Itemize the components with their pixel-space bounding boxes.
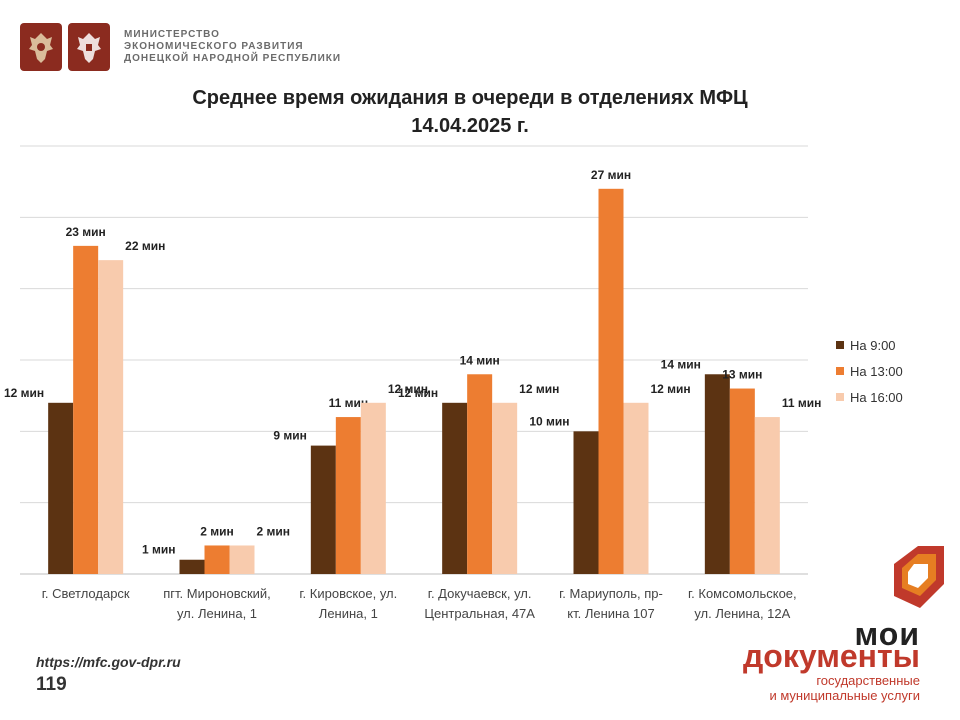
bar — [623, 402, 649, 574]
bar — [754, 417, 780, 574]
data-label: 10 мин — [529, 414, 569, 428]
data-label: 2 мин — [257, 524, 291, 538]
category-label: г. Кировское, ул. — [299, 586, 397, 601]
legend-item: На 16:00 — [836, 384, 903, 410]
bar — [98, 260, 124, 574]
bar — [310, 445, 336, 574]
data-label: 27 мин — [591, 168, 631, 182]
bar — [729, 388, 755, 574]
data-label: 11 мин — [329, 396, 369, 410]
legend-swatch — [836, 341, 844, 349]
data-label: 23 мин — [66, 225, 106, 239]
category-label: ул. Ленина, 12А — [694, 606, 790, 621]
bar — [598, 188, 624, 575]
bar — [360, 402, 386, 574]
category-label: г. Докучаевск, ул. — [428, 586, 532, 601]
ministry-line: МИНИСТЕРСТВО — [124, 29, 220, 40]
chart-title: Среднее время ожидания в очереди в отдел… — [100, 84, 840, 140]
data-label: 1 мин — [142, 543, 176, 557]
data-label: 14 мин — [460, 353, 500, 367]
legend-item: На 9:00 — [836, 332, 903, 358]
brand-subtitle-line1: государственные — [816, 673, 920, 688]
ministry-name: МИНИСТЕРСТВО ЭКОНОМИЧЕСКОГО РАЗВИТИЯ ДОН… — [124, 29, 341, 65]
data-label: 12 мин — [388, 382, 428, 396]
category-label: пгт. Мироновский, — [163, 586, 271, 601]
legend-item: На 13:00 — [836, 358, 903, 384]
data-label: 9 мин — [273, 429, 307, 443]
chart-title-line: Среднее время ожидания в очереди в отдел… — [192, 87, 748, 109]
bar — [467, 374, 493, 574]
category-label: г. Светлодарск — [42, 586, 130, 601]
bar — [229, 545, 255, 574]
website-url[interactable]: https://mfc.gov-dpr.ru — [36, 654, 181, 670]
chart-legend: На 9:00 На 13:00 На 16:00 — [836, 332, 903, 410]
bar — [48, 402, 74, 574]
legend-swatch — [836, 367, 844, 375]
category-label: г. Мариуполь, пр- — [559, 586, 663, 601]
bar — [704, 374, 730, 574]
category-label: Ленина, 1 — [319, 606, 378, 621]
coat-of-arms-dpr-icon — [68, 23, 110, 71]
coat-of-arms-russia-icon — [20, 23, 62, 71]
bar — [492, 402, 518, 574]
ministry-line: ДОНЕЦКОЙ НАРОДНОЙ РЕСПУБЛИКИ — [124, 53, 342, 64]
brand-name-line2: документы — [742, 638, 920, 674]
bar — [73, 245, 99, 574]
bar — [442, 402, 468, 574]
data-label: 12 мин — [651, 382, 691, 396]
brand-subtitle-line2: и муниципальные услуги — [769, 688, 920, 703]
bar — [335, 417, 361, 574]
legend-label: На 9:00 — [850, 337, 896, 353]
category-label: г. Комсомольское, — [688, 586, 797, 601]
category-label: Центральная, 47А — [424, 606, 535, 621]
bar — [204, 545, 230, 574]
legend-swatch — [836, 393, 844, 401]
bar — [573, 431, 599, 574]
ministry-header: МИНИСТЕРСТВО ЭКОНОМИЧЕСКОГО РАЗВИТИЯ ДОН… — [20, 22, 341, 72]
data-label: 12 мин — [4, 386, 44, 400]
chart-title-date: 14.04.2025 г. — [411, 115, 529, 137]
ministry-line: ЭКОНОМИЧЕСКОГО РАЗВИТИЯ — [124, 41, 304, 52]
category-label: ул. Ленина, 1 — [177, 606, 257, 621]
data-label: 12 мин — [398, 386, 438, 400]
my-documents-logo-icon — [888, 540, 948, 617]
data-label: 22 мин — [125, 239, 165, 253]
data-label: 13 мин — [722, 368, 762, 382]
legend-label: На 13:00 — [850, 363, 903, 379]
data-label: 12 мин — [519, 382, 559, 396]
brand-name-line1: мои — [854, 616, 920, 652]
bar — [179, 559, 205, 574]
data-label: 14 мин — [661, 357, 701, 371]
data-label: 11 мин — [782, 396, 822, 410]
legend-label: На 16:00 — [850, 389, 903, 405]
data-label: 2 мин — [200, 524, 234, 538]
page-number: 119 — [36, 674, 67, 695]
category-label: кт. Ленина 107 — [567, 606, 654, 621]
